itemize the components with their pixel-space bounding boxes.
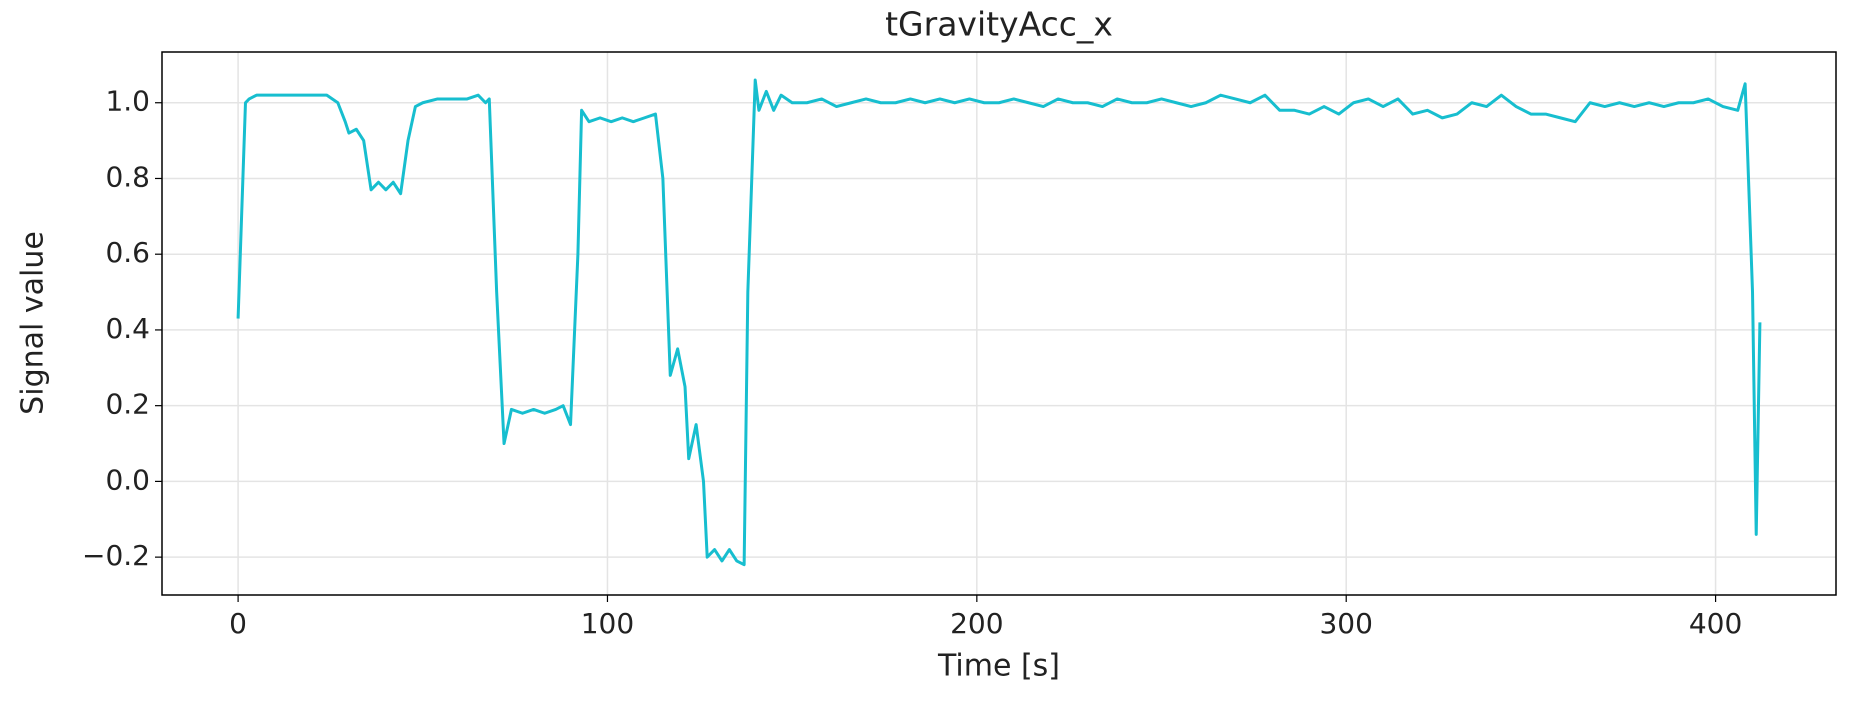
- y-tick-label: 0.8: [105, 160, 150, 193]
- y-axis-label: Signal value: [16, 231, 51, 415]
- y-tick-label: 0.4: [105, 312, 150, 345]
- y-tick-label: 1.0: [105, 85, 150, 118]
- plot-frame: [161, 51, 1837, 596]
- y-tick-label: −0.2: [82, 539, 150, 572]
- x-axis-label: Time [s]: [937, 649, 1060, 684]
- x-tick-label: 200: [950, 607, 1003, 640]
- chart-title: tGravityAcc_x: [885, 5, 1113, 44]
- x-tick-label: 100: [581, 607, 634, 640]
- y-tick-label: 0.0: [105, 463, 150, 496]
- x-tick-label: 0: [229, 607, 247, 640]
- y-tick-label: 0.2: [105, 388, 150, 421]
- y-tick-label: 0.6: [105, 236, 150, 269]
- x-tick-label: 300: [1319, 607, 1372, 640]
- data-line: [236, 78, 1762, 567]
- x-tick-label: 400: [1689, 607, 1742, 640]
